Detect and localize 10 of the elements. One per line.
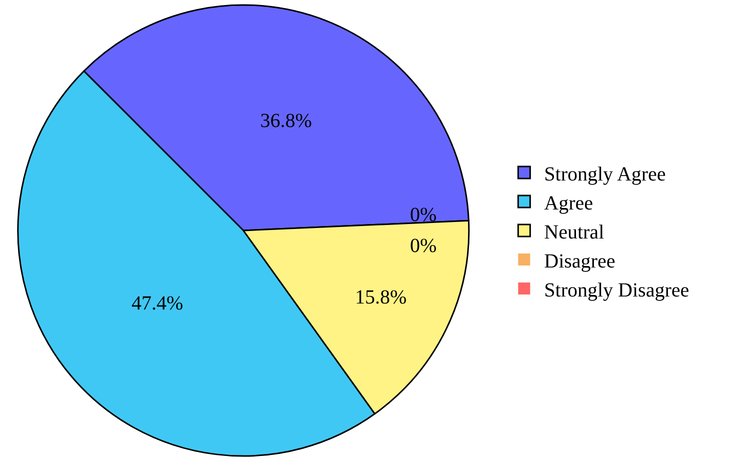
legend-label: Disagree xyxy=(544,250,616,272)
data-label: 15.8% xyxy=(354,286,407,308)
legend-label: Strongly Agree xyxy=(544,163,666,186)
data-label: 36.8% xyxy=(260,110,312,132)
text: 0% xyxy=(410,204,437,226)
legend-label: Neutral xyxy=(544,221,605,244)
legend-label: Agree xyxy=(544,192,594,214)
legend-label: Strongly Disagree xyxy=(544,279,690,302)
data-label: 47.4% xyxy=(131,292,184,315)
text: 0% xyxy=(410,235,437,257)
